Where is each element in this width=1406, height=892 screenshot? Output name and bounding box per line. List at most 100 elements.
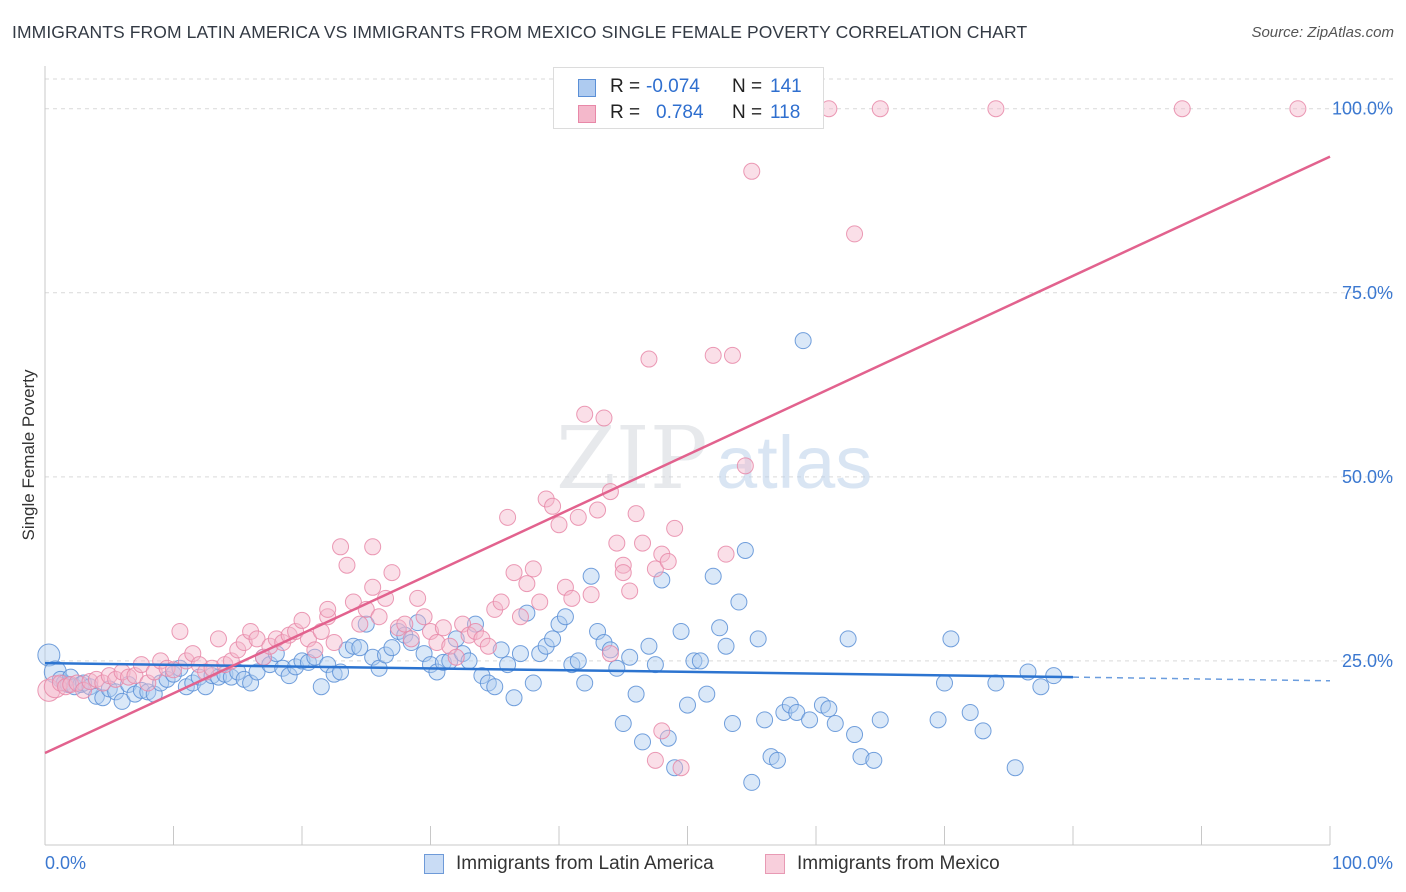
point-mexico — [415, 608, 433, 626]
point-latin-america — [640, 637, 658, 655]
point-mexico — [505, 564, 523, 582]
point-latin-america — [344, 637, 362, 655]
point-mexico — [987, 100, 1005, 118]
point-mexico — [37, 678, 61, 702]
point-mexico — [139, 674, 157, 692]
point-latin-america — [801, 711, 819, 729]
point-latin-america — [987, 674, 1005, 692]
watermark-atlas: atlas — [716, 421, 872, 504]
point-mexico — [396, 615, 414, 633]
point-mexico — [351, 615, 369, 633]
point-mexico — [601, 645, 619, 663]
point-latin-america — [319, 656, 337, 674]
point-latin-america — [524, 674, 542, 692]
trendline-mexico — [44, 155, 1331, 755]
point-latin-america — [621, 648, 639, 666]
point-mexico — [518, 575, 536, 593]
point-latin-america — [974, 722, 992, 740]
point-latin-america — [627, 685, 645, 703]
point-latin-america — [312, 678, 330, 696]
point-mexico — [582, 586, 600, 604]
point-latin-america — [666, 759, 684, 777]
point-latin-america — [717, 637, 735, 655]
point-mexico — [184, 645, 202, 663]
point-latin-america — [434, 653, 452, 671]
point-latin-america — [601, 641, 619, 659]
point-latin-america — [756, 711, 774, 729]
point-latin-america — [852, 748, 870, 766]
legend-r-label: R = — [610, 102, 641, 123]
point-mexico — [736, 457, 754, 475]
point-latin-america — [685, 652, 703, 670]
y-tick-label: 50.0% — [1342, 467, 1393, 487]
point-latin-america — [556, 608, 574, 626]
point-latin-america — [794, 332, 812, 350]
legend-swatch-pink — [578, 105, 596, 123]
point-latin-america — [768, 751, 786, 769]
point-mexico — [248, 630, 266, 648]
point-latin-america — [723, 715, 741, 733]
point-latin-america — [248, 663, 266, 681]
point-mexico — [171, 622, 189, 640]
point-latin-america — [576, 674, 594, 692]
point-mexico — [589, 501, 607, 519]
point-latin-america — [711, 619, 729, 637]
point-latin-america — [466, 615, 484, 633]
point-latin-america — [865, 751, 883, 769]
point-mexico — [556, 578, 574, 596]
point-mexico — [492, 593, 510, 611]
point-latin-america — [242, 674, 260, 692]
point-mexico — [563, 589, 581, 607]
point-latin-america — [846, 726, 864, 744]
point-latin-america — [569, 652, 587, 670]
point-latin-america — [634, 733, 652, 751]
point-mexico — [614, 564, 632, 582]
point-mexico — [717, 545, 735, 563]
trendline-latin-america-extension — [1072, 676, 1331, 682]
point-mexico — [666, 519, 684, 537]
bottom-legend-label: Immigrants from Mexico — [797, 853, 1000, 874]
point-latin-america — [749, 630, 767, 648]
point-mexico — [723, 346, 741, 364]
bottom-legend-swatch-pink — [765, 854, 785, 874]
point-latin-america — [357, 615, 375, 633]
point-latin-america — [582, 567, 600, 585]
point-mexico — [531, 593, 549, 611]
point-latin-america — [492, 641, 510, 659]
point-mexico — [672, 759, 690, 777]
point-latin-america — [306, 648, 324, 666]
point-latin-america — [364, 648, 382, 666]
point-latin-america — [936, 674, 953, 692]
point-latin-america — [839, 630, 857, 648]
point-mexico — [1289, 100, 1307, 118]
point-latin-america — [383, 639, 401, 657]
point-mexico — [608, 534, 626, 552]
point-mexico — [569, 508, 587, 526]
point-mexico — [319, 600, 337, 618]
point-latin-america — [486, 678, 504, 696]
point-mexico — [653, 722, 671, 740]
point-latin-america — [402, 634, 420, 652]
watermark-zip: ZIP — [556, 409, 708, 509]
point-mexico — [434, 619, 452, 637]
point-mexico — [428, 634, 446, 652]
point-mexico — [454, 615, 472, 633]
legend-r-label: R = — [610, 76, 641, 97]
point-latin-america — [511, 645, 529, 663]
point-latin-america — [1006, 759, 1024, 777]
point-mexico — [634, 534, 652, 552]
trendline-latin-america — [44, 661, 1074, 679]
point-latin-america — [736, 541, 754, 559]
point-latin-america — [929, 711, 947, 729]
point-latin-america — [698, 685, 716, 703]
point-mexico — [364, 578, 382, 596]
y-tick-label: 25.0% — [1342, 651, 1393, 671]
x-tick-label: 0.0% — [45, 853, 86, 873]
legend-r-value: -0.074 — [646, 76, 700, 97]
point-mexico — [511, 608, 529, 626]
point-mexico — [846, 225, 864, 243]
bottom-legend-swatch-blue — [424, 854, 444, 874]
point-latin-america — [113, 692, 131, 710]
point-mexico — [43, 675, 67, 699]
point-latin-america — [653, 571, 671, 589]
